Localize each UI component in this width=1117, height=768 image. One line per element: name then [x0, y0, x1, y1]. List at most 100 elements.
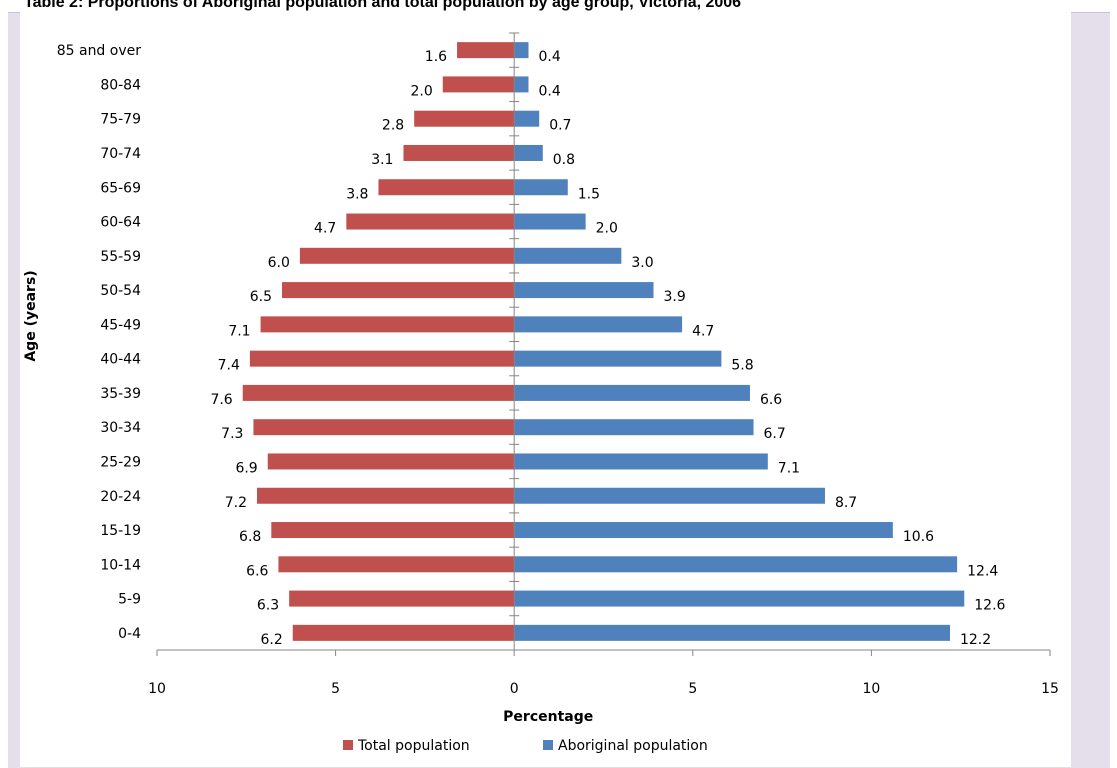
bar-total-11 [253, 419, 515, 436]
category-label-6: 55-59 [100, 249, 141, 265]
label-aboriginal-11: 6.7 [764, 426, 786, 442]
category-label-10: 35-39 [100, 386, 141, 402]
label-total-3: 3.1 [371, 152, 393, 168]
label-total-8: 7.1 [228, 323, 250, 339]
y-axis-title: Age (years) [23, 270, 39, 361]
bar-aboriginal-12 [514, 453, 768, 470]
label-aboriginal-1: 0.4 [538, 83, 560, 99]
label-total-6: 6.0 [268, 255, 290, 271]
bar-total-0 [457, 42, 515, 59]
label-total-0: 1.6 [425, 49, 447, 65]
category-label-5: 60-64 [100, 215, 141, 231]
bar-total-3 [403, 144, 515, 161]
label-total-5: 4.7 [314, 221, 336, 237]
label-aboriginal-14: 10.6 [903, 529, 934, 545]
legend-label-1: Aboriginal population [558, 738, 708, 754]
label-total-7: 6.5 [250, 289, 272, 305]
label-aboriginal-10: 6.6 [760, 392, 782, 408]
bar-total-15 [278, 556, 515, 573]
label-total-10: 7.6 [210, 392, 232, 408]
bar-total-8 [260, 316, 515, 333]
category-label-15: 10-14 [100, 557, 141, 573]
legend: Total population Aboriginal population [343, 738, 708, 754]
bar-total-13 [257, 487, 515, 504]
x-tick-label-3: 5 [688, 681, 697, 697]
page-title: Table 2: Proportions of Aboriginal popul… [24, 0, 742, 11]
legend-swatch-1 [543, 740, 553, 750]
label-total-11: 7.3 [221, 426, 243, 442]
category-label-7: 50-54 [100, 283, 141, 299]
legend-label-0: Total population [357, 738, 470, 754]
label-aboriginal-5: 2.0 [596, 221, 618, 237]
x-axis-title: Percentage [503, 709, 593, 725]
label-aboriginal-12: 7.1 [778, 460, 800, 476]
bar-aboriginal-1 [514, 76, 529, 93]
category-label-3: 70-74 [100, 146, 141, 162]
label-aboriginal-4: 1.5 [578, 186, 600, 202]
category-label-0: 85 and over [57, 43, 142, 59]
bar-total-16 [289, 590, 515, 607]
label-total-15: 6.6 [246, 563, 268, 579]
category-label-14: 15-19 [100, 523, 141, 539]
label-total-4: 3.8 [346, 186, 368, 202]
label-total-9: 7.4 [218, 358, 240, 374]
label-aboriginal-15: 12.4 [967, 563, 998, 579]
category-label-16: 5-9 [118, 592, 141, 608]
label-total-2: 2.8 [382, 118, 404, 134]
label-aboriginal-2: 0.7 [549, 118, 571, 134]
label-aboriginal-7: 3.9 [664, 289, 686, 305]
bar-aboriginal-2 [514, 110, 540, 127]
bar-aboriginal-10 [514, 384, 750, 401]
bar-total-6 [299, 247, 515, 264]
category-label-1: 80-84 [100, 77, 141, 93]
bar-total-4 [378, 179, 515, 196]
label-aboriginal-6: 3.0 [631, 255, 653, 271]
category-label-9: 40-44 [100, 352, 141, 368]
bar-aboriginal-6 [514, 247, 622, 264]
bar-aboriginal-13 [514, 487, 825, 504]
bar-aboriginal-16 [514, 590, 965, 607]
bar-total-2 [414, 110, 515, 127]
category-label-13: 20-24 [100, 489, 141, 505]
label-aboriginal-0: 0.4 [538, 49, 560, 65]
bar-total-17 [292, 624, 515, 641]
label-total-14: 6.8 [239, 529, 261, 545]
x-tick-label-2: 0 [510, 681, 519, 697]
label-total-12: 6.9 [235, 460, 257, 476]
label-aboriginal-17: 12.2 [960, 632, 991, 648]
bar-aboriginal-7 [514, 282, 654, 299]
bar-total-12 [267, 453, 515, 470]
label-aboriginal-3: 0.8 [553, 152, 575, 168]
x-tick-label-4: 10 [862, 681, 880, 697]
bar-total-5 [346, 213, 515, 230]
bar-aboriginal-8 [514, 316, 683, 333]
bar-total-1 [442, 76, 515, 93]
category-label-2: 75-79 [100, 112, 141, 128]
label-aboriginal-16: 12.6 [974, 598, 1005, 614]
bar-total-9 [249, 350, 515, 367]
label-aboriginal-9: 5.8 [731, 358, 753, 374]
label-total-16: 6.3 [257, 598, 279, 614]
category-label-12: 25-29 [100, 454, 141, 470]
category-label-8: 45-49 [100, 317, 141, 333]
bar-aboriginal-4 [514, 179, 568, 196]
bar-aboriginal-11 [514, 419, 754, 436]
category-label-17: 0-4 [118, 626, 141, 642]
bar-aboriginal-14 [514, 522, 893, 539]
bar-total-10 [242, 384, 515, 401]
bar-total-14 [271, 522, 515, 539]
legend-swatch-0 [343, 740, 353, 750]
bar-aboriginal-5 [514, 213, 586, 230]
category-label-11: 30-34 [100, 420, 141, 436]
label-total-17: 6.2 [260, 632, 282, 648]
label-aboriginal-13: 8.7 [835, 495, 857, 511]
bar-aboriginal-9 [514, 350, 722, 367]
x-tick-label-0: 10 [148, 681, 166, 697]
label-total-1: 2.0 [410, 83, 432, 99]
bar-aboriginal-0 [514, 42, 529, 59]
x-tick-label-1: 5 [331, 681, 340, 697]
x-tick-label-5: 15 [1041, 681, 1059, 697]
bar-aboriginal-17 [514, 624, 950, 641]
label-aboriginal-8: 4.7 [692, 323, 714, 339]
